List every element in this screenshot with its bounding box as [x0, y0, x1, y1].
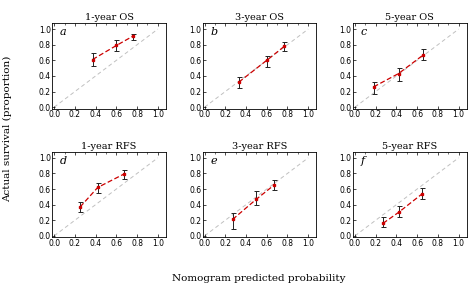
Title: 1-year RFS: 1-year RFS — [82, 142, 137, 151]
Text: Actual survival (proportion): Actual survival (proportion) — [2, 55, 12, 202]
Text: a: a — [60, 27, 67, 37]
Text: Nomogram predicted probability: Nomogram predicted probability — [172, 274, 345, 283]
Text: e: e — [210, 156, 217, 166]
Title: 3-year RFS: 3-year RFS — [232, 142, 287, 151]
Title: 1-year OS: 1-year OS — [85, 13, 134, 22]
Title: 5-year OS: 5-year OS — [385, 13, 434, 22]
Text: c: c — [361, 27, 367, 37]
Title: 3-year OS: 3-year OS — [235, 13, 284, 22]
Title: 5-year RFS: 5-year RFS — [383, 142, 438, 151]
Text: d: d — [60, 156, 67, 166]
Text: b: b — [210, 27, 218, 37]
Text: f: f — [361, 156, 365, 166]
